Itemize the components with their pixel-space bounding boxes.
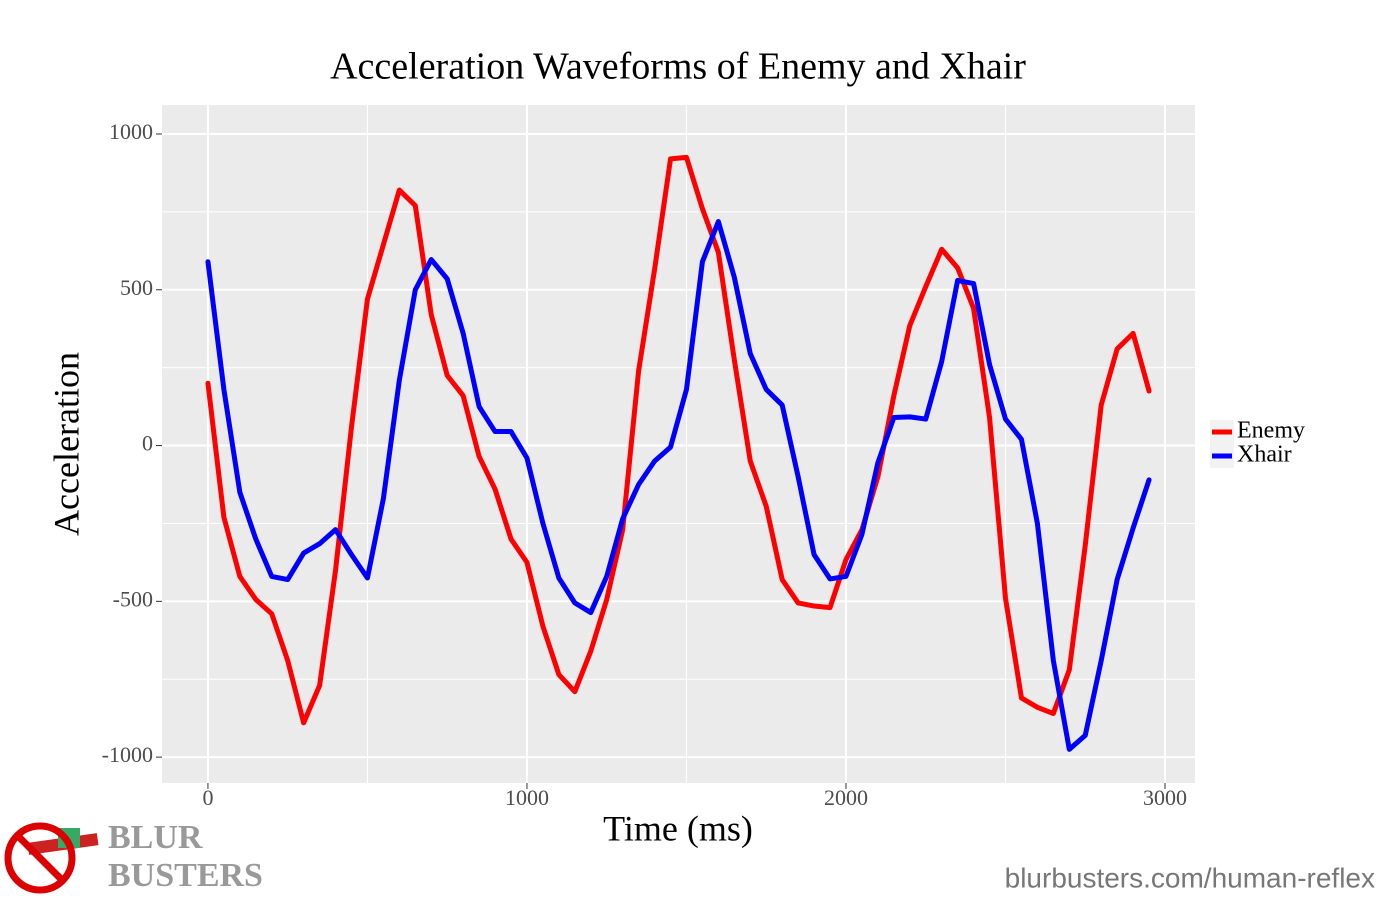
line: [205, 154, 1152, 726]
logo-text: BUSTERS: [108, 857, 263, 894]
y-tick-label: 0: [142, 431, 153, 456]
y-tick-label: 500: [120, 275, 153, 300]
x-axis-title: Time (ms): [603, 808, 753, 848]
y-tick-label: 1000: [109, 119, 153, 144]
y-tick-label: -500: [113, 586, 153, 611]
url: blurbusters.com/human-reflex: [1005, 862, 1375, 893]
x-tick-label: 1000: [505, 785, 549, 810]
logo-slash: [15, 833, 65, 883]
legend-label: Enemy: [1237, 418, 1305, 444]
logo-icon: [4, 822, 99, 894]
y-tick-label: -1000: [102, 742, 153, 767]
y-axis-title: Acceleration: [46, 352, 86, 536]
plot-panel: [162, 105, 1195, 783]
logo-circle: [4, 822, 76, 894]
x-tick-label: 3000: [1143, 785, 1187, 810]
chart-title: Acceleration Waveforms of Enemy and Xhai…: [330, 46, 1026, 88]
logo-text: BLUR: [108, 819, 203, 856]
x-tick-label: 2000: [824, 785, 868, 810]
line: [205, 219, 1152, 752]
x-tick-label: 0: [202, 785, 213, 810]
legend-label: Xhair: [1237, 442, 1292, 468]
